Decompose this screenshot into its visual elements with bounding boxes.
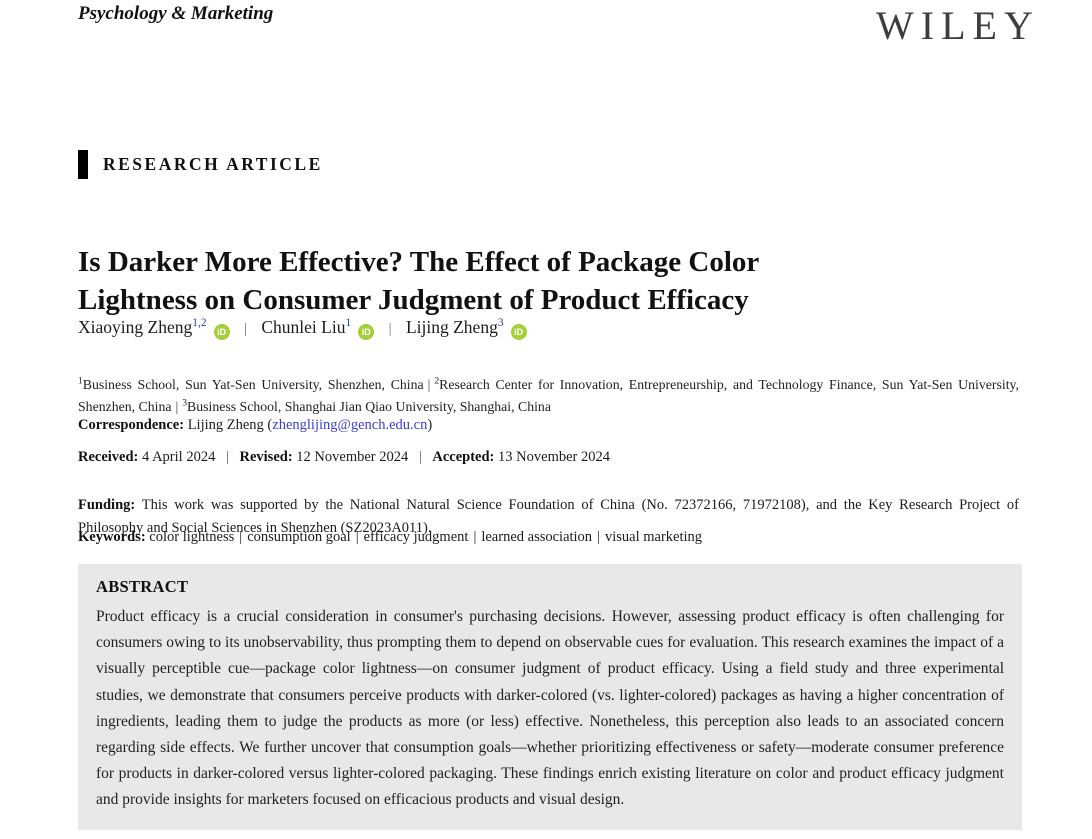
keyword-separator: | [597, 529, 600, 545]
affiliation-text: Business School, Sun Yat-Sen University,… [82, 376, 424, 392]
affiliation-text: Business School, Shanghai Jian Qiao Univ… [187, 399, 551, 415]
accepted-date: 13 November 2024 [498, 449, 610, 465]
abstract-heading: ABSTRACT [96, 577, 189, 596]
keywords-line: Keywords: color lightness | consumption go… [78, 529, 702, 546]
author-affil-refs: 1,2 [192, 317, 207, 330]
dates-separator: | [418, 449, 422, 465]
affiliations: 1Business School, Sun Yat-Sen University… [78, 374, 1019, 419]
article-type-label: RESEARCH ARTICLE [103, 154, 323, 174]
correspondence-line: Correspondence: Lijing Zheng (zhenglijin… [78, 417, 432, 434]
keyword-item: learned association [481, 529, 593, 545]
affiliation-separator: | [427, 376, 431, 392]
article-type-badge: RESEARCH ARTICLE [78, 150, 323, 179]
funding-line: Funding: This work was supported by the … [78, 494, 1019, 541]
badge-bar [78, 150, 88, 179]
wiley-logo: WILEY [876, 3, 1040, 48]
accepted-label: Accepted: [432, 449, 495, 465]
received-label: Received: [78, 449, 139, 465]
author-name: Chunlei Liu [261, 317, 346, 337]
funding-text: This work was supported by the National … [78, 496, 1019, 537]
correspondence-suffix: ) [427, 417, 433, 433]
abstract-text: Product efficacy is a crucial considerat… [96, 608, 1004, 809]
revised-date: 12 November 2024 [296, 449, 409, 465]
author-separator: | [243, 321, 247, 337]
authors-row: Xiaoying Zheng1,2 iD | Chunlei Liu1 iD | L… [78, 317, 527, 340]
author-affil-refs: 3 [497, 317, 504, 330]
correspondence-name: Lijing Zheng ( [187, 417, 273, 433]
abstract-box: ABSTRACT Product efficacy is a crucial c… [78, 564, 1022, 830]
affiliation-ref: 1 [78, 376, 83, 387]
author: Chunlei Liu1 iD [261, 317, 375, 340]
keyword-item: color lightness [149, 529, 235, 545]
dates-line: Received: 4 April 2024 | Revised: 12 Nov… [78, 449, 610, 466]
orcid-icon[interactable]: iD [358, 324, 375, 340]
keyword-separator: | [239, 529, 243, 545]
correspondence-label: Correspondence: [78, 417, 185, 433]
author-separator: | [388, 321, 392, 337]
dates-separator: | [225, 449, 229, 465]
keywords-label: Keywords: [78, 529, 146, 545]
keyword-item: efficacy judgment [363, 529, 469, 545]
author-affil-refs: 1 [345, 317, 352, 330]
keyword-item: visual marketing [604, 529, 703, 545]
keyword-separator: | [473, 529, 477, 545]
orcid-icon[interactable]: iD [510, 324, 527, 340]
affiliation-separator: | [175, 399, 179, 415]
author-name: Lijing Zheng [405, 317, 498, 337]
orcid-icon[interactable]: iD [213, 324, 230, 340]
affiliation-ref: 2 [434, 376, 440, 387]
affiliation-ref: 3 [182, 398, 188, 409]
author: Xiaoying Zheng1,2 iD [78, 317, 230, 340]
journal-title: Psychology & Marketing [78, 3, 274, 24]
received-date: 4 April 2024 [142, 449, 216, 465]
article-title: Is Darker More Effective? The Effect of … [78, 243, 1008, 319]
author: Lijing Zheng3 iD [405, 317, 527, 340]
author-name: Xiaoying Zheng [78, 317, 193, 337]
title-line-2: Lightness on Consumer Judgment of Produc… [78, 284, 749, 317]
title-line-1: Is Darker More Effective? The Effect of … [78, 246, 760, 279]
email-link[interactable]: zhenglijing@gench.edu.cn [272, 417, 428, 433]
funding-label: Funding: [78, 496, 136, 513]
keyword-item: consumption goal [247, 529, 351, 545]
revised-label: Revised: [239, 449, 293, 465]
keyword-separator: | [355, 529, 359, 545]
affiliation-text: Research Center for Innovation, Entrepre… [78, 376, 1019, 415]
